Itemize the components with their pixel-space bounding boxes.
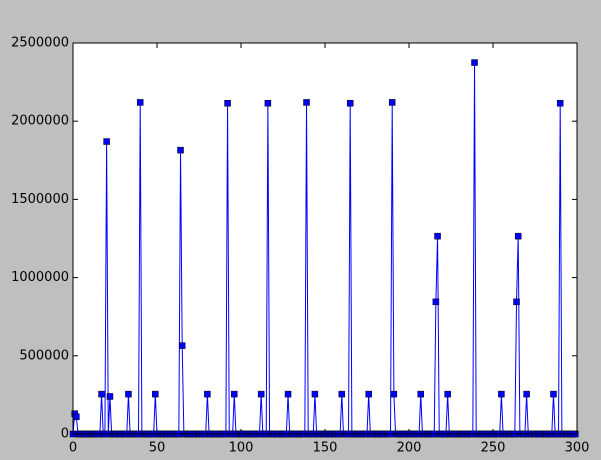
marker	[264, 99, 272, 107]
x-tick-label: 0	[69, 441, 77, 456]
marker	[550, 390, 557, 398]
y-tick-label: 1500000	[11, 192, 69, 207]
marker	[390, 390, 398, 398]
marker	[365, 390, 372, 398]
y-tick-label: 2500000	[11, 36, 69, 51]
x-tick-label: 300	[565, 441, 590, 456]
marker	[311, 390, 319, 398]
marker	[303, 99, 310, 106]
marker	[98, 390, 105, 398]
marker	[106, 393, 114, 400]
y-tick-label: 500000	[19, 348, 69, 363]
marker	[103, 138, 110, 145]
x-tick-label: 200	[397, 441, 422, 456]
marker	[432, 298, 440, 306]
plot-area	[73, 43, 577, 434]
marker	[346, 99, 354, 107]
marker	[471, 59, 478, 66]
marker	[231, 390, 238, 398]
x-tick-label: 50	[149, 441, 166, 456]
y-tick-label: 2000000	[11, 114, 69, 129]
marker	[498, 390, 505, 398]
marker	[257, 390, 265, 398]
x-tick-label: 150	[313, 441, 338, 456]
marker	[177, 146, 184, 154]
y-tick-label: 1000000	[11, 270, 69, 285]
marker	[178, 342, 186, 349]
marker	[73, 413, 80, 421]
marker	[556, 99, 564, 107]
marker	[152, 390, 159, 398]
marker	[204, 390, 211, 398]
marker	[125, 390, 132, 398]
marker	[224, 99, 231, 107]
marker	[284, 390, 292, 398]
marker	[514, 232, 522, 240]
plot-frame	[72, 42, 578, 435]
marker	[388, 99, 396, 106]
marker	[444, 390, 451, 398]
x-tick-label: 100	[229, 441, 254, 456]
marker	[338, 390, 346, 398]
marker	[523, 390, 530, 398]
marker	[136, 99, 144, 106]
marker	[417, 390, 425, 398]
y-tick-label: 0	[61, 427, 69, 442]
marker	[434, 232, 441, 240]
x-tick-label: 250	[481, 441, 506, 456]
marker	[513, 298, 520, 306]
